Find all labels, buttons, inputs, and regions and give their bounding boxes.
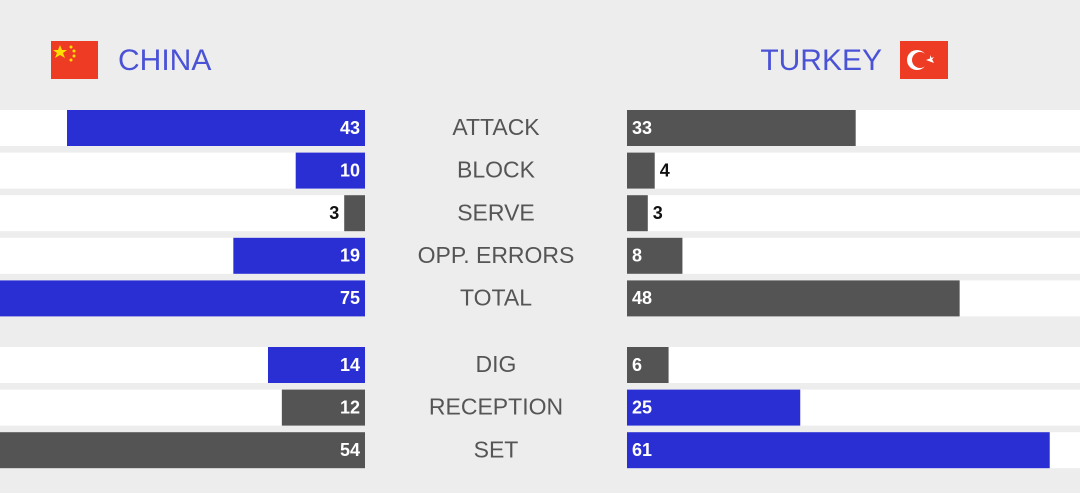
bar [627, 237, 683, 274]
value-label: 25 [632, 397, 652, 417]
bar [344, 195, 365, 232]
category-label: DIG [476, 351, 517, 377]
bar [627, 152, 655, 189]
bar [627, 389, 801, 426]
category-label: ATTACK [452, 114, 540, 140]
value-label: 10 [340, 160, 360, 180]
bar [295, 152, 365, 189]
category-label: BLOCK [457, 157, 536, 183]
bar [281, 389, 365, 426]
bar [267, 347, 365, 383]
bar [627, 195, 648, 232]
value-label: 61 [632, 440, 652, 460]
bar [627, 280, 960, 317]
category-label: OPP. ERRORS [418, 242, 575, 268]
value-label: 14 [340, 355, 360, 375]
row-band [627, 195, 1080, 232]
row-band [627, 237, 1080, 274]
turkey-flag [900, 41, 948, 79]
value-label: 8 [632, 246, 642, 266]
value-label: 75 [340, 288, 360, 308]
value-label: 4 [660, 160, 670, 180]
bar [0, 280, 365, 317]
bar [627, 432, 1050, 469]
category-label: RECEPTION [429, 394, 563, 420]
value-label: 3 [329, 203, 339, 223]
china-flag [51, 41, 98, 79]
team-name: CHINA [118, 44, 211, 77]
value-label: 6 [632, 355, 642, 375]
row-band [0, 195, 365, 232]
row-band [627, 347, 1080, 383]
category-label: TOTAL [460, 284, 532, 310]
team-name: TURKEY [760, 44, 882, 77]
value-label: 54 [340, 440, 360, 460]
category-label: SET [474, 436, 519, 462]
bar [67, 110, 365, 146]
bar [627, 347, 669, 383]
bar [0, 432, 366, 469]
row-band [627, 152, 1080, 189]
value-label: 3 [653, 203, 663, 223]
value-label: 12 [340, 397, 360, 417]
value-label: 33 [632, 118, 652, 138]
value-label: 48 [632, 288, 652, 308]
value-label: 43 [340, 118, 360, 138]
value-label: 19 [340, 246, 360, 266]
bar [627, 110, 856, 146]
category-label: SERVE [457, 199, 535, 225]
bar [233, 237, 365, 274]
